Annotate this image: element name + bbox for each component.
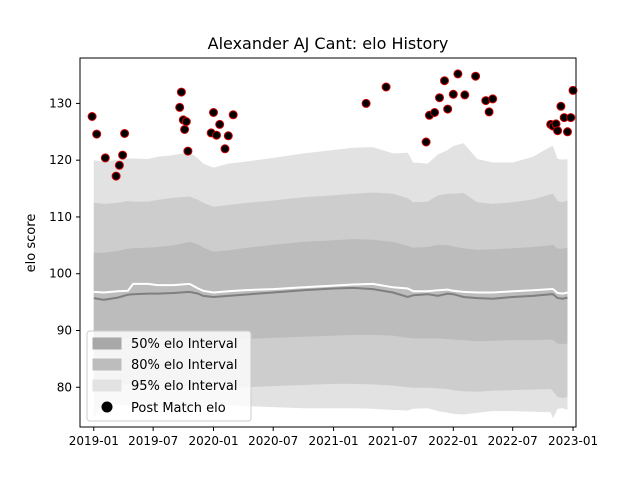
post-match-point [381,82,391,92]
post-match-point [471,71,481,81]
post-match-point [563,127,572,137]
x-tick-label: 2022-07 [488,434,538,448]
post-match-point [212,130,221,140]
post-match-point [111,171,121,181]
legend-swatch-95 [92,379,122,392]
legend-label-point: Post Match elo [131,401,226,416]
chart-title: Alexander AJ Cant: elo History [208,34,449,53]
legend-label-95: 95% elo Interval [131,379,238,394]
post-match-point [100,153,110,163]
post-match-point [453,69,463,79]
post-match-point [92,129,102,139]
post-match-point [215,119,225,129]
legend-swatch-50 [92,337,122,350]
median-line [93,286,568,301]
post-match-point [443,104,453,114]
post-match-point [556,101,566,111]
post-match-point [553,126,563,136]
post-match-point [181,117,191,127]
center-lines [93,282,568,301]
post-match-point [180,125,190,134]
x-tick-label: 2020-01 [188,434,238,448]
post-match-point [488,94,498,104]
plot-frame [79,57,577,428]
post-match-point [460,90,470,100]
x-tick-label: 2021-01 [309,434,359,448]
post-match-point [568,85,578,95]
x-axis-ticks: 2019-01 2019-07 2020-01 2020-07 2021-01 2021-… [69,427,598,448]
post-match-point [175,102,185,112]
post-match-points [87,69,578,181]
y-tick-label: 90 [57,323,72,337]
mean-line [93,282,568,295]
legend-label-50: 50% elo Interval [131,337,238,352]
x-tick-label: 2021-07 [368,434,418,448]
x-tick-label: 2023-01 [548,434,598,448]
legend-swatch-80 [92,358,122,371]
legend-marker-point [101,401,113,413]
legend-box [86,330,252,422]
y-axis-ticks: 80 90 100 110 120 130 [49,96,80,394]
post-match-point [223,131,233,141]
y-axis-label: elo score [24,214,39,273]
post-match-point [484,107,494,117]
band-50 [93,239,568,345]
post-match-point [220,144,230,154]
post-match-point [435,93,444,103]
x-tick-label: 2022-01 [428,434,478,448]
y-tick-label: 100 [49,267,72,281]
post-match-point [114,160,124,170]
x-tick-label: 2019-01 [69,434,119,448]
y-tick-label: 80 [57,380,72,394]
post-match-point [176,87,186,97]
legend-label-80: 80% elo Interval [131,358,238,373]
x-tick-label: 2020-07 [248,434,298,448]
post-match-point [118,150,128,160]
x-tick-label: 2019-07 [128,434,178,448]
post-match-point [440,76,449,86]
post-match-point [183,146,193,156]
y-tick-label: 120 [49,153,72,167]
post-match-point [448,89,458,99]
y-tick-label: 130 [49,96,72,110]
post-match-point [120,129,130,138]
post-match-point [566,113,576,123]
post-match-point [430,108,440,117]
post-match-point [228,110,238,120]
legend: 50% elo Interval 80% elo Interval 95% el… [86,330,252,422]
y-tick-label: 110 [49,210,72,224]
post-match-point [87,112,97,121]
post-match-point [209,108,218,117]
post-match-point [361,98,371,108]
post-match-point [421,137,431,147]
